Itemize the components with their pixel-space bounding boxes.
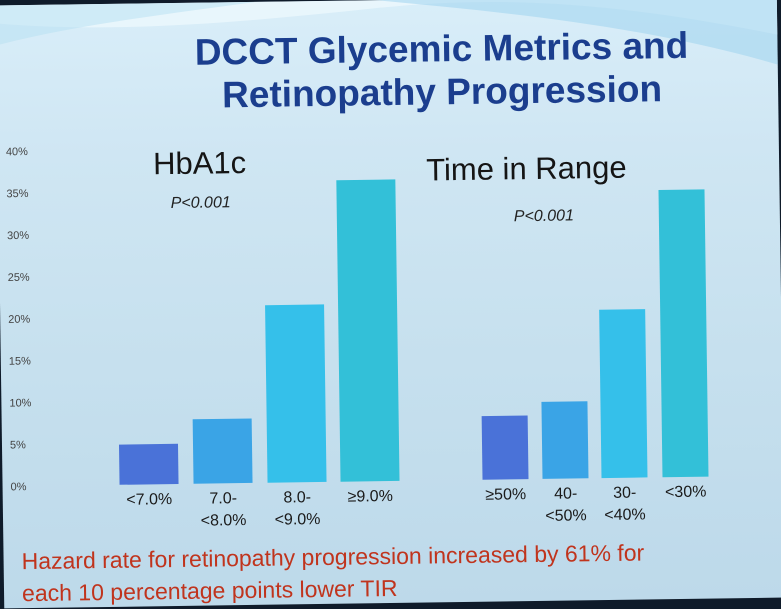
caption: Hazard rate for retinopathy progression … <box>21 535 781 609</box>
hba1c-category-label: 8.0-<9.0% <box>274 489 320 529</box>
hba1c-bar-1 <box>118 443 179 485</box>
tir-category-label: <30% <box>665 484 707 502</box>
tir-bar-1 <box>481 415 529 480</box>
hba1c-category-label: 7.0-<8.0% <box>200 490 246 530</box>
y-tick-label: 20% <box>8 314 30 326</box>
y-tick-label: 30% <box>7 230 29 242</box>
hba1c-bar-3 <box>265 304 327 483</box>
hba1c-category-label: ≥9.0% <box>348 488 393 506</box>
tir-category-label: ≥50% <box>485 486 526 504</box>
y-tick-label: 10% <box>9 397 31 409</box>
y-tick-label: 5% <box>10 439 26 451</box>
y-tick-label: 25% <box>8 272 30 284</box>
y-tick-label: 35% <box>6 188 28 200</box>
tir-bar-2 <box>541 401 589 479</box>
tir-category-label: 30-<40% <box>604 484 646 524</box>
decorative-wave <box>0 0 778 65</box>
y-tick-label: 40% <box>6 146 28 158</box>
hba1c-bar-2 <box>192 418 253 484</box>
tir-category-label: 40-<50% <box>545 485 587 525</box>
y-tick-label: 0% <box>10 481 26 493</box>
y-tick-label: 15% <box>9 355 31 367</box>
hba1c-bar-4 <box>336 179 400 482</box>
tir-bar-4 <box>658 189 709 478</box>
hba1c-category-label: <7.0% <box>126 491 172 509</box>
tir-bar-3 <box>599 309 648 479</box>
